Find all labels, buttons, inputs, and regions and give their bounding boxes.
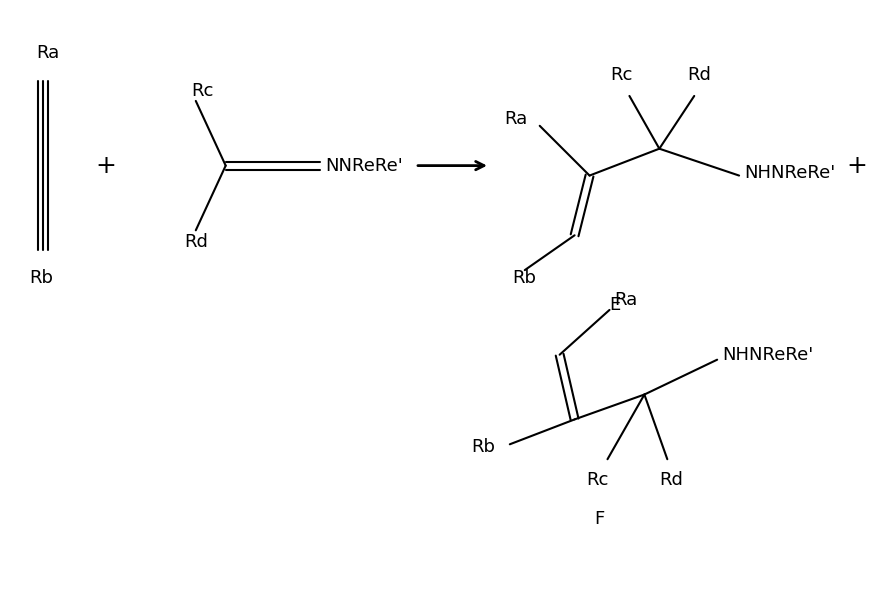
Text: Rd: Rd <box>659 471 682 489</box>
Text: Rb: Rb <box>30 269 54 287</box>
Text: Rd: Rd <box>183 233 207 251</box>
Text: Rd: Rd <box>687 66 711 84</box>
Text: NNReRe': NNReRe' <box>325 156 402 175</box>
Text: Rc: Rc <box>190 82 213 100</box>
Text: F: F <box>594 510 604 528</box>
Text: Rb: Rb <box>470 438 494 456</box>
Text: +: + <box>846 153 866 178</box>
Text: Ra: Ra <box>614 291 637 309</box>
Text: Rb: Rb <box>511 269 536 287</box>
Text: E: E <box>608 296 620 314</box>
Text: Ra: Ra <box>37 44 60 62</box>
Text: NHNReRe': NHNReRe' <box>743 163 834 182</box>
Text: Rc: Rc <box>586 471 608 489</box>
Text: NHNReRe': NHNReRe' <box>721 346 813 363</box>
Text: Ra: Ra <box>504 110 527 128</box>
Text: Rc: Rc <box>610 66 632 84</box>
Text: +: + <box>96 153 116 178</box>
